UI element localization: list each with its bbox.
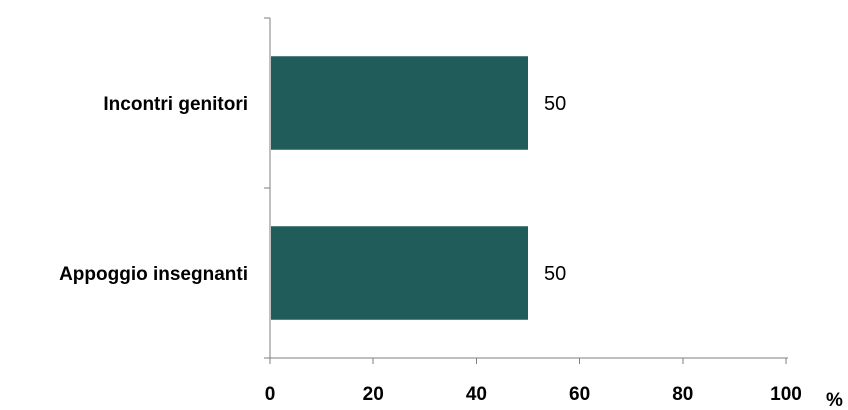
- x-tick-label: 20: [363, 384, 384, 405]
- x-tick-label: 60: [569, 384, 590, 405]
- category-label: Appoggio insegnanti: [59, 264, 248, 285]
- x-unit-label: %: [826, 390, 843, 410]
- bars-group: [271, 56, 528, 320]
- data-label: 50: [544, 263, 566, 285]
- bar: [271, 56, 528, 150]
- x-tick-label: 80: [672, 384, 693, 405]
- x-tick-label: 40: [466, 384, 487, 405]
- x-tick-label: 0: [265, 384, 276, 405]
- bar: [271, 226, 528, 320]
- labels-group: Incontri genitori 50 Appoggio insegnanti 50…: [59, 93, 802, 405]
- data-label: 50: [544, 93, 566, 115]
- category-label: Incontri genitori: [103, 94, 248, 115]
- x-tick-label: 100: [770, 384, 802, 405]
- ticks-group: [264, 17, 787, 364]
